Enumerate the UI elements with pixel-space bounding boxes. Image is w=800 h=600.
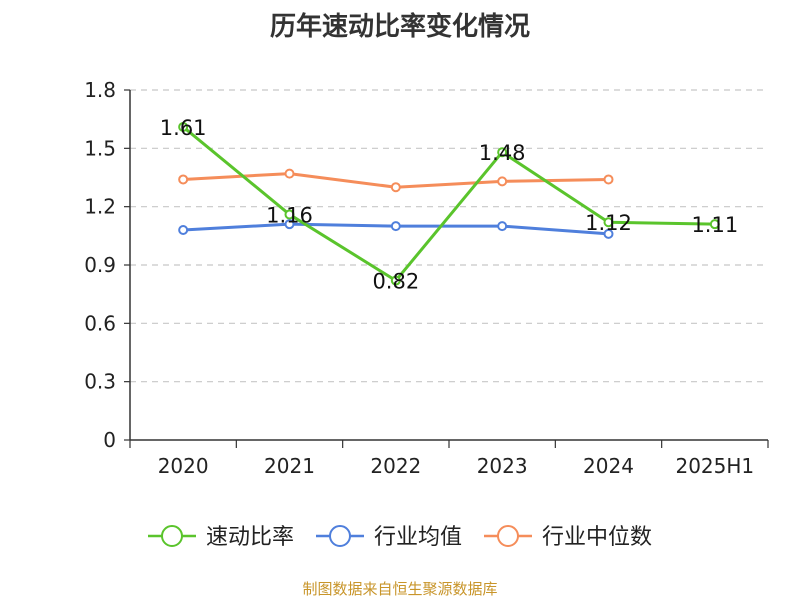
data-point — [390, 182, 401, 193]
data-label: 1.12 — [585, 211, 632, 235]
data-point — [497, 221, 508, 232]
y-tick-label: 1.2 — [84, 195, 116, 219]
data-point — [178, 121, 189, 132]
x-tick-label: 2022 — [370, 454, 421, 478]
x-tick-label: 2021 — [264, 454, 315, 478]
legend-label: 行业均值 — [374, 525, 462, 550]
x-tick-label: 2025H1 — [675, 454, 754, 478]
data-point — [178, 225, 189, 235]
data-point — [284, 168, 295, 179]
data-point — [603, 228, 614, 239]
series-line — [182, 125, 715, 283]
legend-swatch-marker — [329, 525, 351, 547]
y-tick-label: 1.5 — [84, 136, 116, 160]
data-point — [390, 221, 401, 232]
data-point — [284, 219, 295, 230]
y-tick-label: 0 — [103, 428, 116, 452]
data-point — [497, 147, 508, 158]
x-tick-label: 2020 — [158, 454, 209, 478]
data-point — [603, 217, 614, 228]
chart-title: 历年速动比率变化情况 — [269, 12, 530, 42]
y-tick-label: 0.9 — [84, 253, 116, 277]
data-point — [497, 176, 508, 187]
data-label: 1.48 — [479, 141, 526, 165]
data-label: 1.61 — [160, 116, 207, 140]
y-tick-label: 1.8 — [84, 78, 116, 102]
data-point — [284, 209, 295, 220]
data-point — [390, 275, 401, 286]
legend-swatch-marker — [161, 525, 183, 547]
y-tick-label: 0.3 — [84, 370, 116, 394]
data-label: 0.82 — [372, 270, 419, 294]
legend-label: 行业中位数 — [542, 525, 652, 550]
data-label: 1.16 — [266, 203, 313, 227]
y-tick-label: 0.6 — [84, 311, 116, 335]
data-point — [603, 174, 614, 185]
data-point — [178, 174, 189, 185]
legend-label: 速动比率 — [206, 525, 294, 550]
data-source-note: 制图数据来自恒生聚源数据库 — [302, 580, 498, 598]
data-point — [709, 219, 720, 230]
x-tick-label: 2023 — [477, 454, 528, 478]
x-tick-label: 2024 — [583, 454, 634, 478]
legend-swatch-marker — [497, 525, 519, 547]
data-label: 1.11 — [691, 213, 738, 237]
